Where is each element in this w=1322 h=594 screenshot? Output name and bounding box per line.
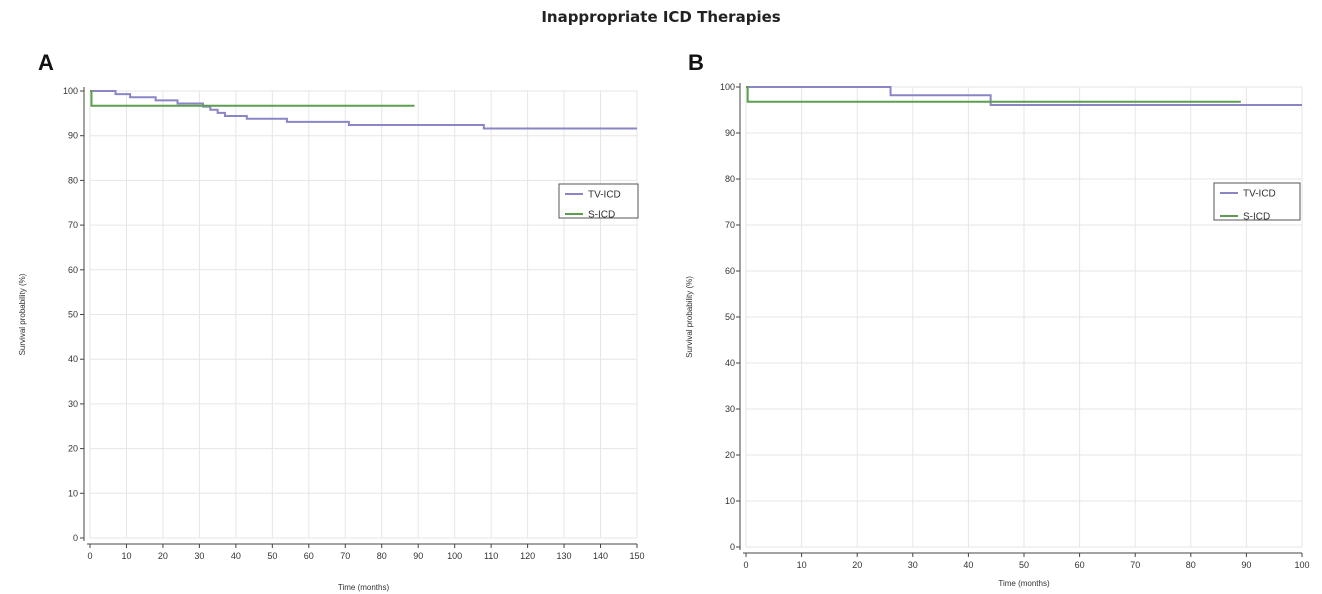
x-tick-label: 80 — [1186, 560, 1196, 570]
x-tick-label: 100 — [447, 551, 462, 561]
y-tick-label: 90 — [68, 131, 78, 141]
x-tick-label: 50 — [267, 551, 277, 561]
x-tick-label: 60 — [1075, 560, 1085, 570]
series-line-s-icd — [746, 86, 1241, 103]
x-tick-label: 20 — [852, 560, 862, 570]
y-axis-title: Survival probability (%) — [18, 273, 27, 355]
y-tick-label: 0 — [730, 542, 735, 552]
x-tick-label: 30 — [908, 560, 918, 570]
x-axis-title: Time (months) — [338, 583, 390, 592]
x-tick-label: 60 — [304, 551, 314, 561]
y-tick-label: 30 — [68, 399, 78, 409]
x-tick-label: 80 — [377, 551, 387, 561]
y-tick-label: 60 — [725, 266, 735, 276]
x-tick-label: 130 — [557, 551, 572, 561]
y-tick-label: 10 — [725, 496, 735, 506]
y-tick-label: 0 — [73, 533, 78, 543]
legend-label-tv-icd: TV-ICD — [588, 190, 621, 201]
panel-letter-b: B — [688, 50, 704, 75]
series-line-s-icd — [90, 90, 415, 107]
y-tick-label: 40 — [68, 354, 78, 364]
series-line-tv-icd — [90, 90, 637, 130]
x-axis-title: Time (months) — [998, 579, 1050, 588]
legend-label-tv-icd: TV-ICD — [1243, 189, 1276, 200]
x-tick-label: 50 — [1019, 560, 1029, 570]
x-tick-label: 30 — [194, 551, 204, 561]
x-tick-label: 40 — [231, 551, 241, 561]
x-tick-label: 110 — [484, 551, 498, 561]
legend-box — [1213, 182, 1301, 221]
x-tick-label: 100 — [1294, 560, 1309, 570]
y-tick-label: 50 — [725, 312, 735, 322]
y-tick-label: 20 — [725, 450, 735, 460]
series-line-tv-icd — [746, 86, 1302, 106]
x-tick-label: 0 — [87, 551, 92, 561]
x-tick-label: 70 — [1130, 560, 1140, 570]
y-tick-label: 50 — [68, 310, 78, 320]
x-tick-label: 90 — [413, 551, 423, 561]
y-tick-label: 70 — [725, 220, 735, 230]
panel-letter-a: A — [38, 50, 54, 75]
y-tick-label: 80 — [725, 174, 735, 184]
y-tick-label: 90 — [725, 128, 735, 138]
x-tick-label: 90 — [1241, 560, 1251, 570]
y-tick-label: 70 — [68, 220, 78, 230]
figure-title: Inappropriate ICD Therapies — [541, 8, 781, 26]
legend-label-s-icd: S-ICD — [588, 210, 615, 221]
y-tick-label: 100 — [63, 86, 78, 96]
x-tick-label: 10 — [797, 560, 807, 570]
x-tick-label: 120 — [520, 551, 535, 561]
x-tick-label: 10 — [121, 551, 131, 561]
legend-label-s-icd: S-ICD — [1243, 212, 1270, 223]
y-tick-label: 40 — [725, 358, 735, 368]
y-tick-label: 100 — [720, 82, 735, 92]
x-tick-label: 140 — [593, 551, 608, 561]
x-tick-label: 150 — [629, 551, 644, 561]
y-tick-label: 20 — [68, 444, 78, 454]
y-tick-label: 10 — [68, 488, 78, 498]
x-tick-label: 0 — [743, 560, 748, 570]
y-tick-label: 80 — [68, 175, 78, 185]
y-axis-title: Survival probability (%) — [685, 276, 694, 358]
x-tick-label: 20 — [158, 551, 168, 561]
y-tick-label: 60 — [68, 265, 78, 275]
legend-box — [558, 183, 639, 219]
x-tick-label: 40 — [963, 560, 973, 570]
y-tick-label: 30 — [725, 404, 735, 414]
x-tick-label: 70 — [340, 551, 350, 561]
